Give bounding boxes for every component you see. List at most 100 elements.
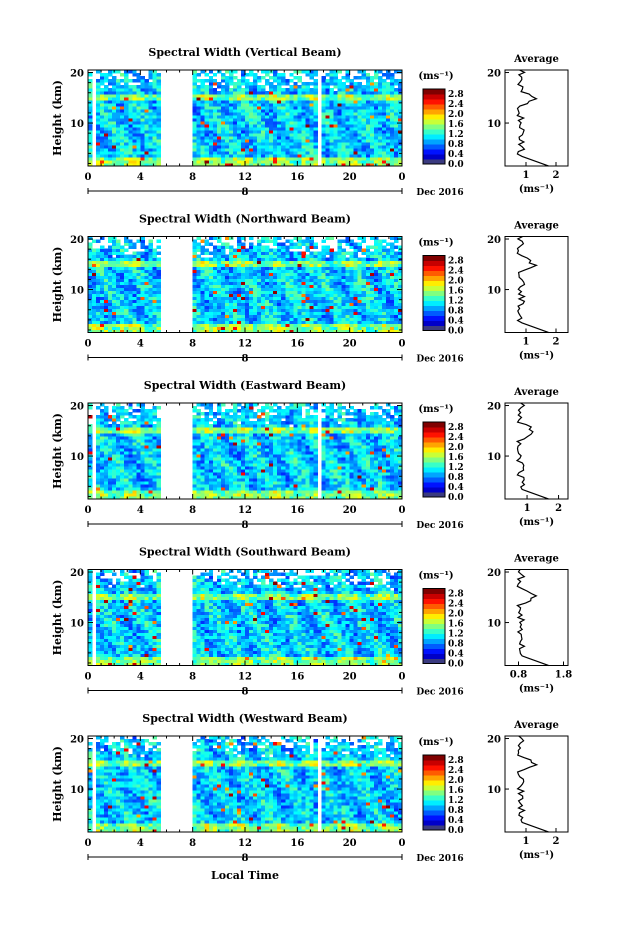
heatmap-cell <box>148 88 153 92</box>
heatmap-cell <box>297 236 302 240</box>
heatmap-cell <box>393 160 399 164</box>
heatmap-cell <box>148 275 153 279</box>
heatmap-cell <box>389 148 395 152</box>
heatmap-cell <box>281 136 286 140</box>
heatmap-cell <box>132 281 137 285</box>
heatmap-cell <box>224 163 230 167</box>
heatmap-cell <box>120 263 125 267</box>
heatmap-cell <box>196 487 202 491</box>
heatmap-cell <box>253 287 258 291</box>
heatmap-cell <box>341 130 347 134</box>
heatmap-cell <box>349 296 355 300</box>
heatmap-cell <box>325 323 330 327</box>
heatmap-cell <box>112 257 117 261</box>
heatmap-cell <box>136 275 141 279</box>
heatmap-cell <box>253 248 258 252</box>
heatmap-cell <box>309 142 314 146</box>
heatmap-cell <box>373 157 379 161</box>
heatmap-cell <box>269 82 274 86</box>
heatmap-cell <box>313 157 318 161</box>
heatmap-cell <box>261 475 266 479</box>
heatmap-cell <box>309 88 314 92</box>
heatmap-cell <box>341 124 347 128</box>
heatmap-cell <box>329 481 334 485</box>
heatmap-cell <box>132 487 137 491</box>
heatmap-cell <box>297 239 302 243</box>
heatmap-cell <box>321 287 326 291</box>
heatmap-cell <box>228 481 234 485</box>
heatmap-cell <box>240 314 246 318</box>
heatmap-cell <box>385 160 391 164</box>
heatmap-cell <box>204 154 210 158</box>
heatmap-cell <box>345 478 351 482</box>
heatmap-cell <box>333 305 338 309</box>
heatmap-cell <box>124 106 129 110</box>
heatmap-cell <box>329 317 334 321</box>
heatmap-cell <box>112 79 117 83</box>
heatmap-cell <box>329 487 334 491</box>
heatmap-cell <box>253 290 258 294</box>
heatmap-cell <box>273 103 278 107</box>
heatmap-cell <box>192 287 198 291</box>
heatmap-cell <box>357 493 363 497</box>
heatmap-cell <box>253 133 258 137</box>
heatmap-cell <box>236 329 242 333</box>
heatmap-cell <box>329 127 334 131</box>
heatmap-cell <box>212 163 218 167</box>
heatmap-cell <box>240 472 246 476</box>
heatmap-cell <box>289 88 294 92</box>
heatmap-cell <box>265 323 270 327</box>
heatmap-cell <box>208 151 214 155</box>
heatmap-cell <box>377 121 383 125</box>
heatmap-cell <box>393 82 399 86</box>
heatmap-cell <box>232 136 238 140</box>
heatmap-cell <box>224 236 230 240</box>
heatmap-cell <box>148 109 153 113</box>
heatmap-cell <box>273 160 278 164</box>
heatmap-cell <box>333 142 338 146</box>
heatmap-cell <box>140 82 145 86</box>
heatmap-cell <box>124 148 129 152</box>
heatmap-cell <box>140 254 145 258</box>
heatmap-cell <box>200 154 206 158</box>
heatmap-cell <box>132 88 137 92</box>
heatmap-cell <box>96 257 101 261</box>
heatmap-cell <box>200 130 206 134</box>
heatmap-cell <box>297 263 302 267</box>
heatmap-cell <box>289 145 294 149</box>
heatmap-cell <box>224 88 230 92</box>
heatmap-cell <box>120 290 125 294</box>
heatmap-cell <box>269 115 274 119</box>
heatmap-cell <box>341 496 347 500</box>
heatmap-cell <box>232 145 238 149</box>
heatmap-cell <box>325 151 330 155</box>
heatmap-cell <box>245 299 250 303</box>
heatmap-cell <box>361 287 367 291</box>
heatmap-cell <box>152 133 157 137</box>
heatmap-cell <box>277 91 282 95</box>
heatmap-cell <box>357 157 363 161</box>
heatmap-cell <box>301 296 306 300</box>
heatmap-cell <box>192 245 198 249</box>
heatmap-cell <box>297 245 302 249</box>
heatmap-cell <box>224 308 230 312</box>
heatmap-cell <box>301 260 306 264</box>
heatmap-cell <box>192 487 198 491</box>
heatmap-cell <box>156 281 161 285</box>
heatmap-cell <box>293 326 298 330</box>
heatmap-cell <box>265 236 270 240</box>
heatmap-cell <box>204 493 210 497</box>
heatmap-cell <box>88 148 93 152</box>
heatmap-cell <box>240 263 246 267</box>
y-tick-label: 10 <box>70 119 84 130</box>
heatmap-cell <box>325 109 330 113</box>
heatmap-cell <box>261 236 266 240</box>
heatmap-cell <box>88 299 93 303</box>
heatmap-cell <box>108 260 113 264</box>
heatmap-cell <box>100 236 105 240</box>
heatmap-cell <box>116 79 121 83</box>
heatmap-cell <box>265 130 270 134</box>
heatmap-cell <box>393 115 399 119</box>
heatmap-cell <box>124 82 129 86</box>
heatmap-cell <box>224 275 230 279</box>
